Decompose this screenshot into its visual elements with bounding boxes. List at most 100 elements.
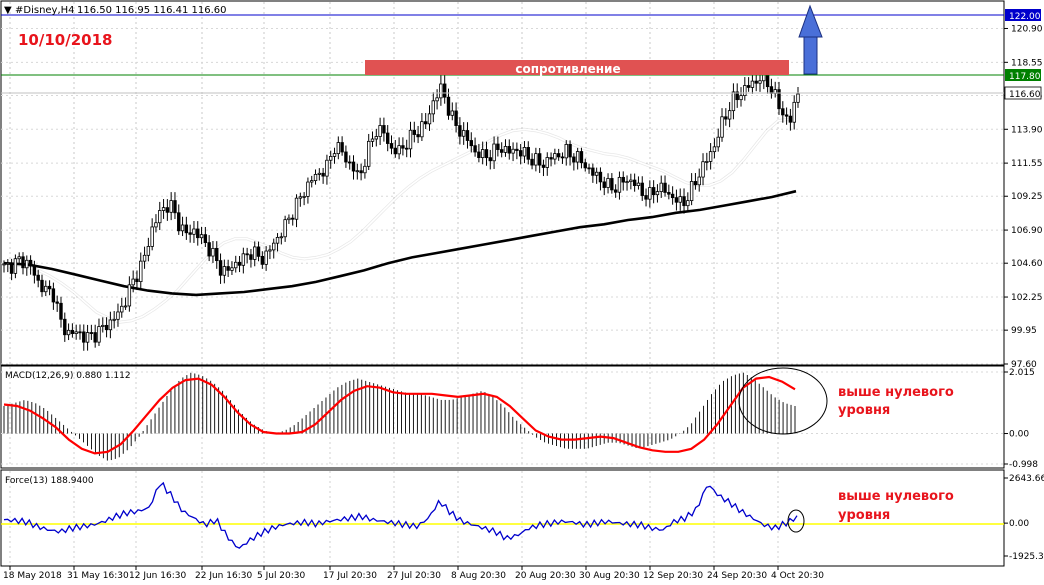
candle-body (154, 222, 158, 228)
candle-body (549, 157, 553, 160)
candle-body (545, 157, 549, 168)
candle-body (708, 151, 713, 162)
candle-body (731, 91, 736, 112)
candle-body (386, 132, 390, 144)
candle-body (226, 266, 230, 271)
candle-body (727, 110, 732, 120)
candle-body (412, 129, 416, 135)
candle-body (131, 278, 135, 286)
force-panel-frame (0, 469, 1005, 567)
time-tick-label: 8 Aug 20:30 (451, 571, 506, 581)
force-grid (9, 471, 779, 565)
candle-body (420, 121, 424, 138)
time-tick-label: 22 Jun 16:30 (195, 571, 252, 581)
candle-body (473, 145, 477, 153)
price-panel[interactable]: 120.90118.55116.25113.90111.55109.25106.… (0, 0, 1043, 370)
force-axis: 2643.661 0.00 -1925.386 (1004, 474, 1044, 562)
candle-body (359, 170, 363, 174)
candle-body (51, 288, 56, 303)
candle-body (112, 318, 116, 321)
candle-body (184, 224, 189, 234)
candle-body (750, 80, 755, 88)
symbol-header: #Disney,H4 (15, 5, 75, 16)
time-tick-label: 24 Sep 20:30 (707, 571, 767, 581)
chart-menu-icon[interactable]: ▼ (4, 5, 12, 16)
candle-body (325, 159, 329, 177)
candle-body (450, 110, 454, 116)
candle-body (165, 207, 170, 213)
time-axis: 18 May 2018 31 May 16:30 12 Jun 16:30 22 Ju… (3, 566, 824, 581)
force-tick-label: -1925.386 (1009, 552, 1044, 562)
candle-body (632, 179, 637, 186)
candle-body (568, 143, 572, 158)
force-tick-label: 2643.661 (1009, 474, 1044, 484)
candle-body (260, 255, 265, 265)
candle-body (503, 146, 508, 153)
candle-body (769, 86, 774, 94)
candle-body (446, 96, 451, 116)
candle-body (13, 258, 18, 274)
resistance-label: сопротивление (515, 62, 620, 76)
macd-note-line2: уровня (838, 403, 890, 418)
macd-tick-label: 0.00 (1009, 430, 1029, 440)
candle-body (401, 145, 405, 149)
candle-body (25, 259, 29, 269)
candle-body (93, 332, 97, 343)
candle-body (66, 329, 71, 336)
force-path (3, 481, 798, 549)
svg-text:116.60: 116.60 (1009, 90, 1041, 100)
candle-body (287, 217, 291, 221)
candle-body (44, 285, 48, 293)
candle-body (613, 189, 618, 193)
price-tick-label: 109.25 (1011, 192, 1043, 202)
time-tick-label: 27 Jul 20:30 (387, 571, 441, 581)
time-tick-label: 12 Sep 20:30 (643, 571, 703, 581)
candle-body (222, 266, 227, 276)
arrow-up-icon[interactable] (798, 4, 823, 75)
candle-body (340, 142, 344, 153)
candle-body (382, 125, 386, 134)
candle-body (363, 165, 367, 174)
time-tick-label: 18 May 2018 (3, 571, 62, 581)
force-panel[interactable]: 2643.661 0.00 -1925.386 Force(13) 188.9400… (0, 469, 1044, 567)
candle-body (329, 155, 333, 161)
candle-body (610, 178, 614, 191)
macd-note-line1: выше нулевого (838, 385, 954, 400)
price-tick-label: 99.95 (1011, 326, 1037, 336)
candle-body (89, 332, 94, 334)
candle-body (332, 153, 337, 157)
candle-body (272, 242, 276, 251)
candle-body (370, 138, 375, 142)
candle-body (36, 274, 40, 281)
candle-body (393, 147, 398, 155)
price-level-tag-blue: 122.00 (1005, 9, 1041, 22)
time-tick-label: 31 May 16:30 (67, 571, 129, 581)
candle-body (215, 248, 219, 262)
macd-signal-line (3, 375, 796, 455)
candle-body (199, 234, 204, 239)
price-level-tag-green: 117.80 (1005, 69, 1041, 82)
force-note-line2: уровня (838, 508, 890, 523)
candle-body (279, 236, 284, 239)
candle-body (720, 116, 724, 138)
time-tick-label: 12 Jun 16:30 (129, 571, 186, 581)
candle-body (317, 172, 322, 175)
candle-body (636, 182, 641, 186)
candle-body (606, 178, 610, 188)
price-tick-label: 106.90 (1011, 226, 1043, 236)
candle-body (454, 110, 458, 126)
macd-tick-label: -0.998 (1009, 460, 1038, 470)
candle-body (507, 146, 511, 154)
candle-body (431, 100, 435, 115)
candle-body (697, 176, 701, 186)
candle-body (249, 254, 253, 260)
price-tick-label: 113.90 (1011, 125, 1043, 135)
macd-panel[interactable]: 2.015 0.00 -0.998 MACD(12,26,9) 0.880 1.11… (0, 365, 1038, 470)
candle-body (617, 176, 622, 193)
candle-body (9, 262, 14, 274)
candle-body (629, 179, 633, 183)
candle-body (469, 140, 473, 147)
resistance-box[interactable] (365, 60, 789, 75)
candle-body (792, 101, 796, 123)
